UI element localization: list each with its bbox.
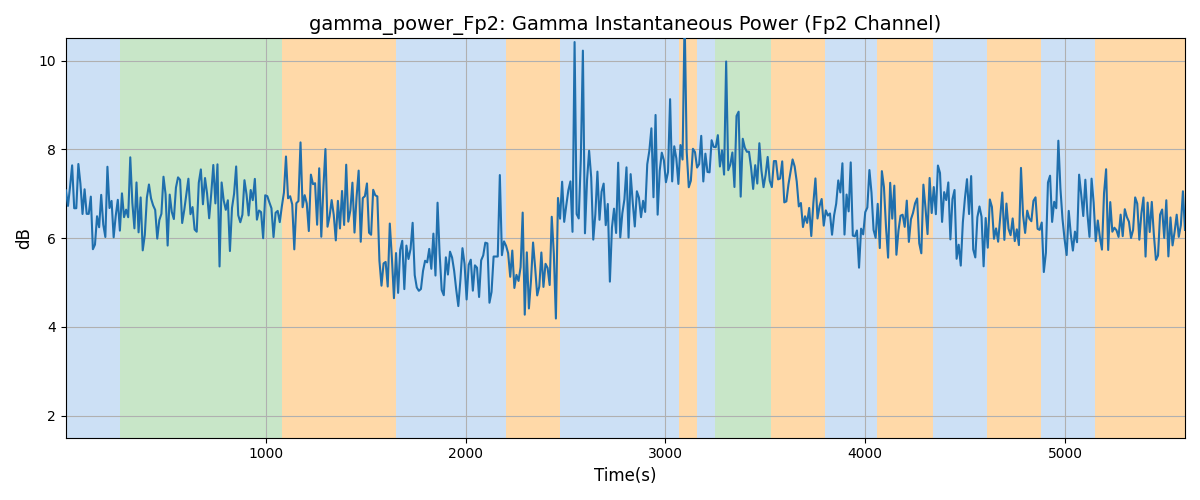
Y-axis label: dB: dB (16, 227, 34, 249)
Bar (120, 38, 282, 438)
Bar (697, 38, 715, 438)
Bar (988, 38, 1042, 438)
Bar (1042, 38, 1096, 438)
Bar (559, 38, 679, 438)
Bar (715, 38, 772, 438)
X-axis label: Time(s): Time(s) (594, 467, 656, 485)
Bar (66, 38, 120, 438)
Bar (772, 38, 826, 438)
Bar (505, 38, 559, 438)
Bar (396, 38, 505, 438)
Bar (826, 38, 877, 438)
Bar (877, 38, 934, 438)
Title: gamma_power_Fp2: Gamma Instantaneous Power (Fp2 Channel): gamma_power_Fp2: Gamma Instantaneous Pow… (310, 15, 942, 35)
Bar (679, 38, 697, 438)
Bar (934, 38, 988, 438)
Bar (1096, 38, 1186, 438)
Bar (282, 38, 396, 438)
